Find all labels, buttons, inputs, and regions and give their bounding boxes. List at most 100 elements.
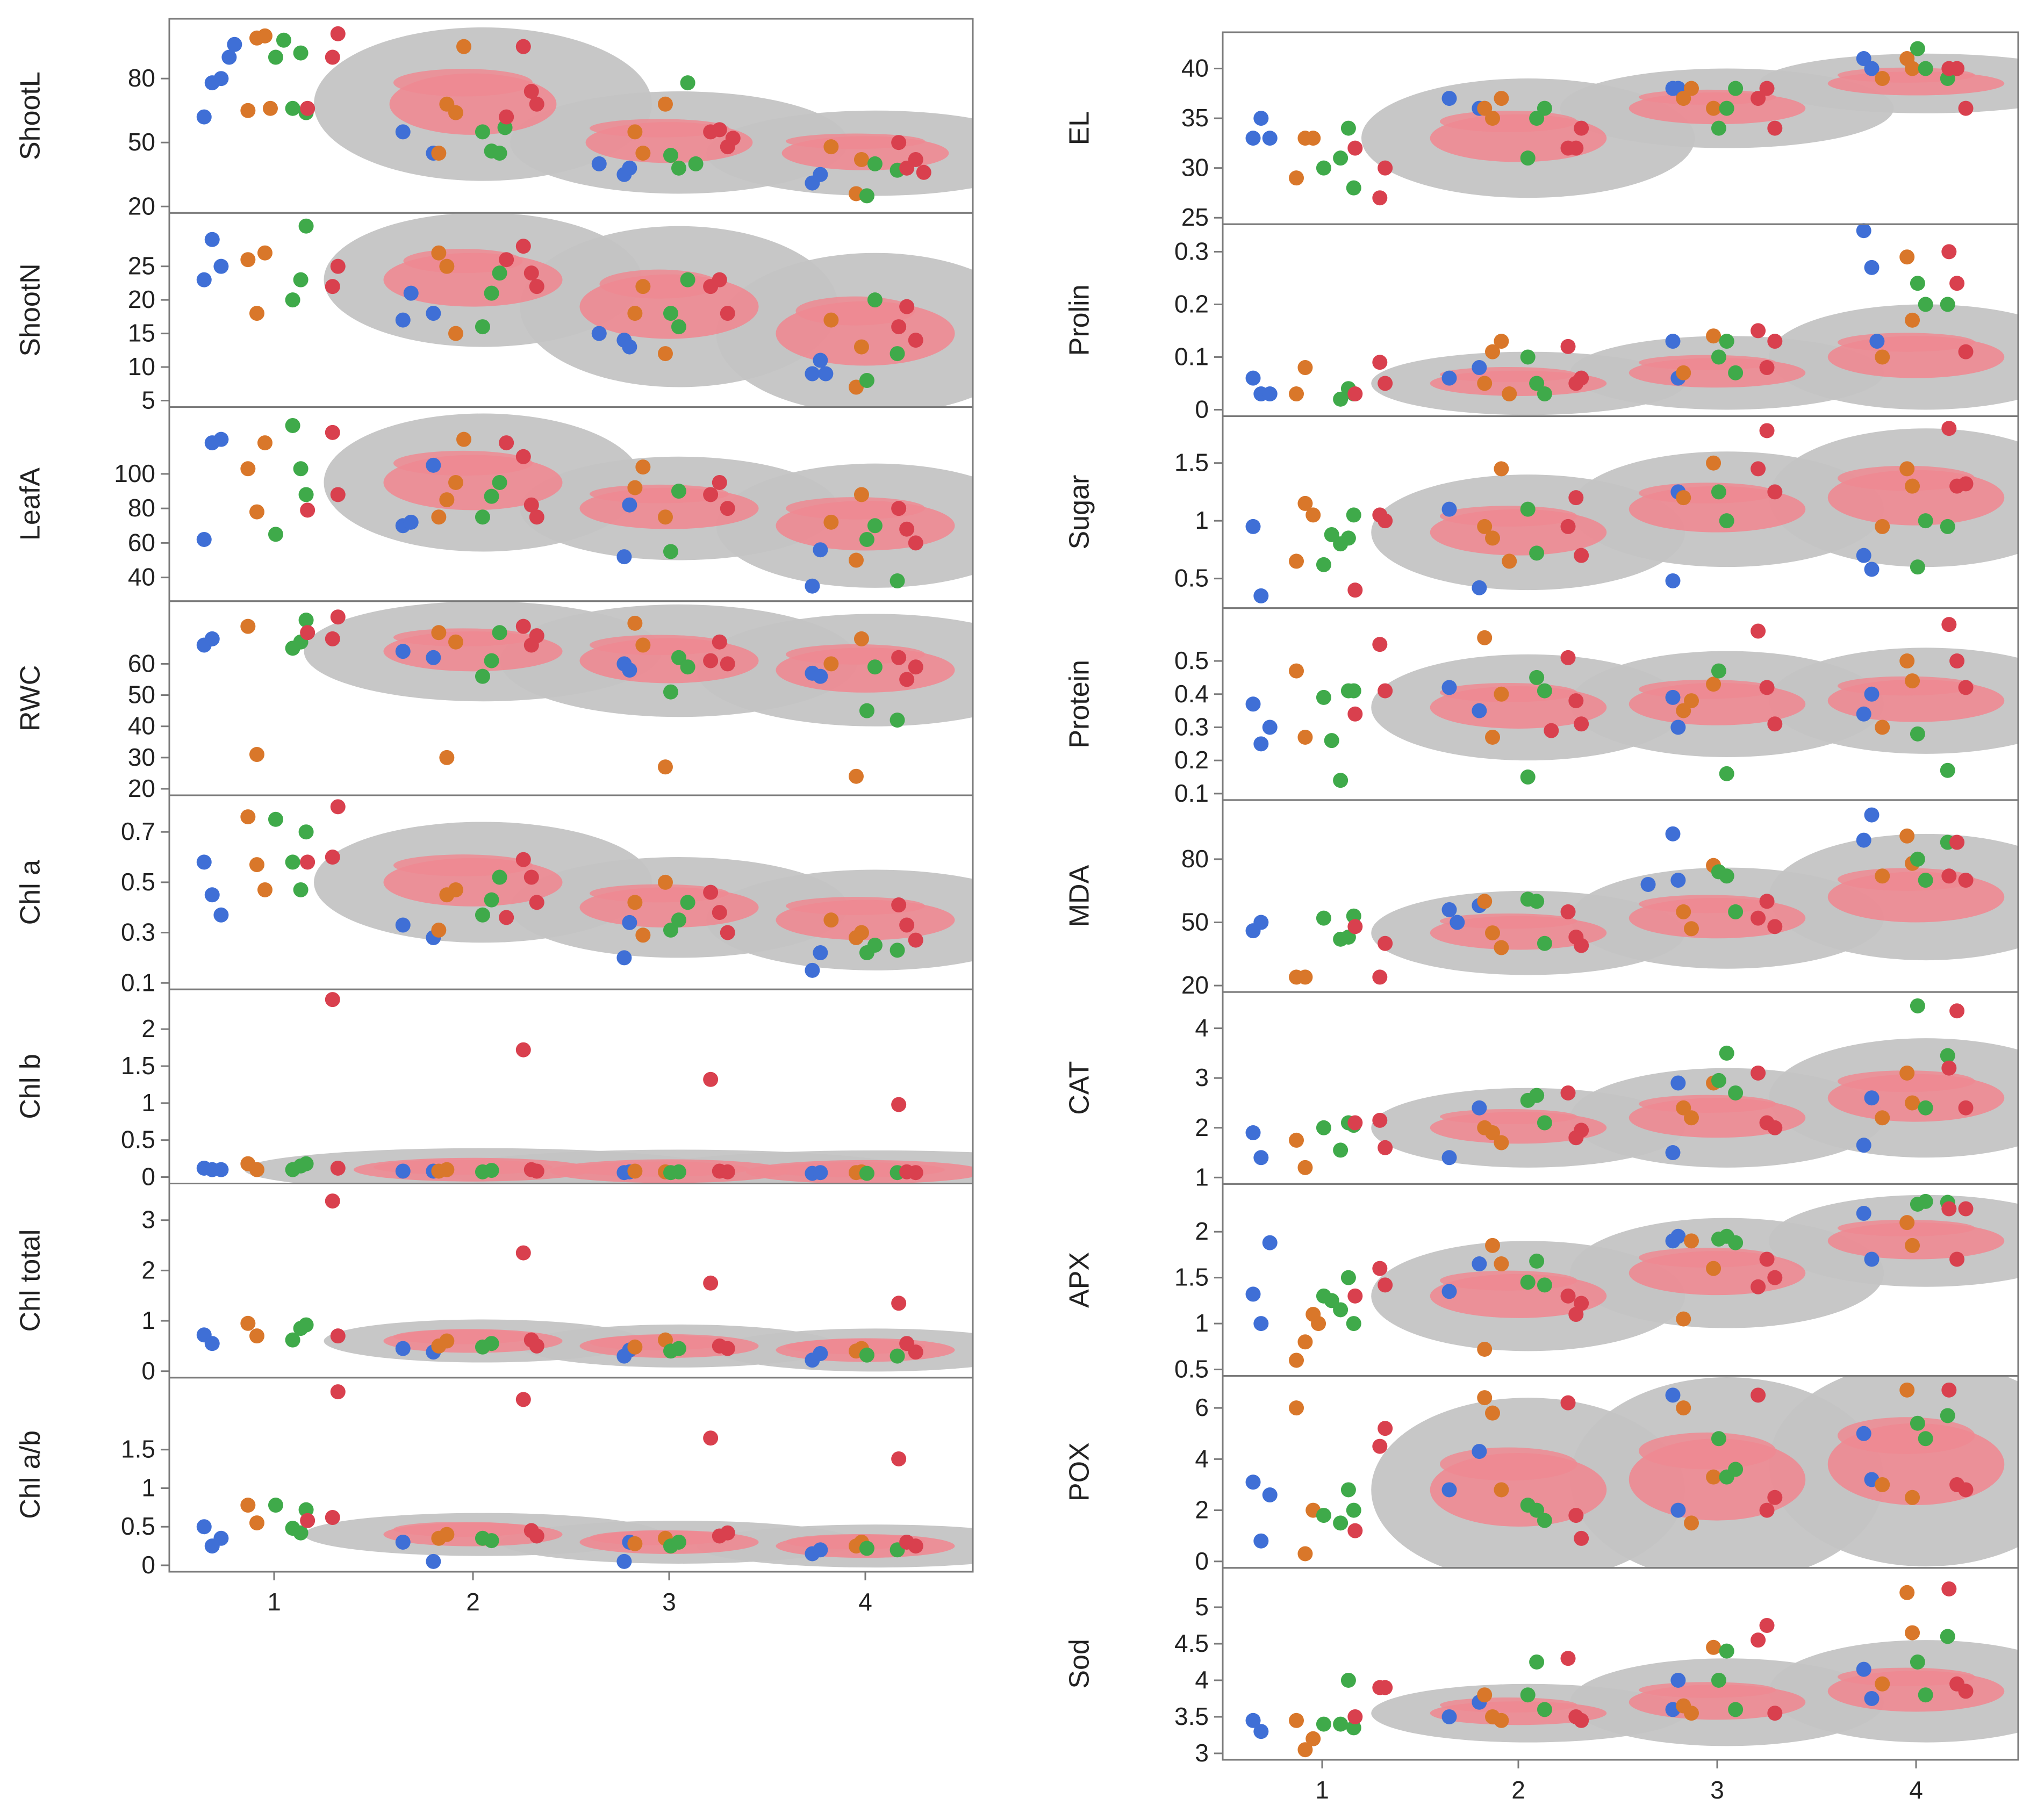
y-axis-label-mda: MDA bbox=[1064, 865, 1095, 927]
y-tick-label: 0 bbox=[141, 1357, 155, 1385]
data-point-shootl bbox=[300, 100, 315, 116]
data-point-el bbox=[1289, 170, 1304, 186]
data-point-apx bbox=[1441, 1284, 1457, 1299]
data-point-chl-a bbox=[298, 824, 314, 840]
data-point-prolin bbox=[1941, 244, 1957, 260]
data-point-leafa bbox=[712, 474, 727, 490]
data-point-apx bbox=[1340, 1270, 1356, 1285]
y-axis-label-chl-a-b: Chl a/b bbox=[15, 1430, 46, 1519]
data-point-prolin bbox=[1676, 365, 1691, 380]
data-point-chl-b bbox=[703, 1071, 719, 1087]
y-tick-label: 10 bbox=[128, 353, 155, 380]
data-point-apx bbox=[1472, 1256, 1487, 1272]
data-point-prolin bbox=[1711, 349, 1726, 365]
data-point-chl-total bbox=[891, 1296, 907, 1311]
data-point-chl-a bbox=[657, 874, 673, 890]
y-tick-label: 5 bbox=[141, 386, 155, 414]
data-point-el bbox=[1347, 140, 1363, 156]
y-tick-label: 30 bbox=[128, 743, 155, 771]
density-inner bbox=[393, 1521, 533, 1537]
data-point-leafa bbox=[213, 431, 229, 447]
data-point-shootn bbox=[848, 379, 864, 395]
y-axis-label-rwc: RWC bbox=[15, 665, 46, 731]
panel-sugar: 0.5 1 1.5 Sugar bbox=[1064, 415, 2019, 609]
y-tick-label: 2 bbox=[141, 1256, 155, 1284]
data-point-chl-a-b bbox=[300, 1513, 315, 1528]
data-point-chl-a bbox=[890, 943, 905, 958]
data-point-shootn bbox=[213, 258, 229, 274]
data-point-chl-a bbox=[240, 809, 256, 825]
data-point-sugar bbox=[1485, 530, 1501, 546]
y-tick-label: 40 bbox=[1181, 54, 1209, 82]
data-point-leafa bbox=[859, 531, 874, 547]
density-inner bbox=[1639, 1247, 1776, 1268]
data-point-chl-a-b bbox=[627, 1536, 643, 1551]
data-point-chl-a-b bbox=[529, 1528, 544, 1544]
left-column: 205080ShootL510152025ShootN406080100Leaf… bbox=[15, 18, 974, 1616]
data-point-sugar bbox=[1477, 519, 1493, 534]
data-point-mda bbox=[1856, 832, 1871, 848]
data-point-el bbox=[1910, 41, 1925, 56]
data-point-leafa bbox=[890, 573, 905, 589]
data-point-chl-a bbox=[475, 907, 490, 923]
data-point-prolin bbox=[1918, 297, 1933, 312]
y-tick-label: 50 bbox=[1181, 908, 1209, 936]
data-point-el bbox=[1253, 111, 1269, 126]
data-point-protein bbox=[1289, 663, 1304, 679]
data-point-chl-a-b bbox=[859, 1541, 874, 1556]
y-tick-label: 35 bbox=[1181, 104, 1209, 132]
data-point-sugar bbox=[1711, 484, 1726, 500]
data-point-prolin bbox=[1719, 334, 1734, 349]
data-point-mda bbox=[1494, 940, 1509, 955]
data-point-mda bbox=[1378, 936, 1393, 951]
density-prolin bbox=[1371, 304, 2018, 415]
panel-apx: 0.5 1 1.5 2 APX bbox=[1064, 1183, 2019, 1383]
data-point-protein bbox=[1767, 716, 1783, 732]
data-point-leafa bbox=[720, 501, 735, 516]
data-point-chl-a-b bbox=[720, 1525, 735, 1541]
data-point-sugar bbox=[1918, 513, 1933, 529]
data-point-prolin bbox=[1856, 223, 1871, 239]
data-point-leafa bbox=[627, 480, 643, 495]
data-point-mda bbox=[1719, 868, 1734, 884]
data-point-protein bbox=[1665, 689, 1681, 705]
data-point-rwc bbox=[891, 650, 907, 665]
y-axis-label-leafa: LeafA bbox=[15, 467, 46, 541]
data-point-chl-b bbox=[859, 1166, 874, 1181]
data-point-shootl bbox=[688, 156, 704, 171]
data-point-sod bbox=[1905, 1625, 1920, 1641]
data-point-leafa bbox=[908, 535, 923, 551]
data-point-prolin bbox=[1728, 365, 1744, 380]
data-point-leafa bbox=[663, 544, 678, 559]
y-tick-label: 4.5 bbox=[1174, 1629, 1209, 1657]
data-point-shootn bbox=[591, 326, 607, 341]
y-tick-label: 4 bbox=[1195, 1014, 1209, 1042]
data-point-prolin bbox=[1574, 370, 1589, 386]
y-tick-label: 40 bbox=[128, 563, 155, 591]
data-point-chl-a bbox=[908, 932, 923, 948]
density-inner bbox=[590, 884, 729, 903]
data-point-mda bbox=[1684, 921, 1699, 937]
data-point-mda bbox=[1347, 919, 1363, 934]
data-point-pox bbox=[1767, 1490, 1783, 1505]
data-point-chl-a-b bbox=[293, 1525, 309, 1541]
data-point-rwc bbox=[204, 631, 220, 646]
data-point-sod bbox=[1864, 1690, 1880, 1706]
density-inner bbox=[1838, 465, 1975, 491]
data-point-sod bbox=[1941, 1581, 1957, 1596]
y-tick-label: 2 bbox=[1195, 1113, 1209, 1141]
y-tick-label: 50 bbox=[128, 128, 155, 156]
data-point-chl-total bbox=[529, 1338, 544, 1354]
density-inner bbox=[393, 450, 533, 476]
data-point-sod bbox=[1253, 1724, 1269, 1739]
data-point-leafa bbox=[867, 518, 883, 534]
data-point-mda bbox=[1537, 936, 1552, 951]
density-inner bbox=[590, 484, 729, 503]
y-tick-label: 60 bbox=[128, 528, 155, 556]
data-point-sugar bbox=[1751, 461, 1766, 477]
data-point-chl-a bbox=[853, 925, 869, 940]
data-point-cat bbox=[1560, 1085, 1576, 1100]
data-point-mda bbox=[1372, 969, 1388, 985]
data-point-rwc bbox=[439, 750, 455, 765]
data-point-rwc bbox=[475, 668, 490, 684]
